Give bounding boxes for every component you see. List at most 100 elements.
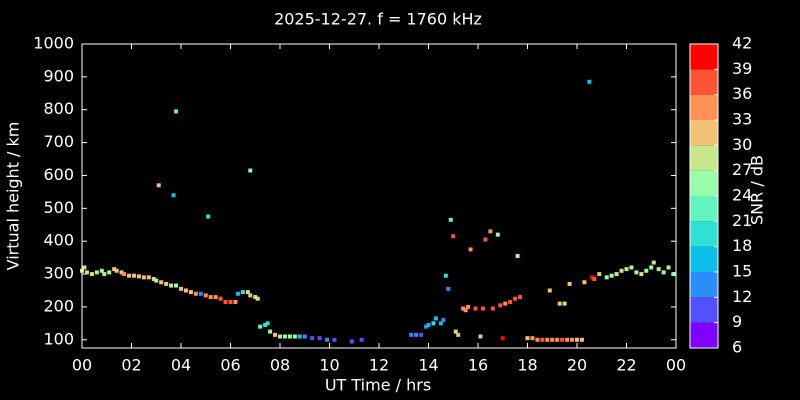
x-axis-label: UT Time / hrs bbox=[325, 376, 431, 395]
y-tick-label: 200 bbox=[43, 296, 74, 315]
point bbox=[480, 306, 485, 311]
point bbox=[119, 270, 124, 275]
point bbox=[99, 268, 104, 273]
point bbox=[443, 273, 448, 278]
point bbox=[268, 329, 273, 334]
y-tick-label: 500 bbox=[43, 198, 74, 217]
point bbox=[535, 337, 540, 342]
point bbox=[597, 272, 602, 277]
y-tick-label: 600 bbox=[43, 165, 74, 184]
point bbox=[228, 299, 233, 304]
point bbox=[604, 275, 609, 280]
point bbox=[82, 265, 87, 270]
point bbox=[570, 337, 575, 342]
point bbox=[508, 299, 513, 304]
colorbar-segment bbox=[690, 272, 718, 298]
point bbox=[483, 237, 488, 242]
point bbox=[193, 291, 198, 296]
point bbox=[557, 301, 562, 306]
point bbox=[154, 278, 159, 283]
point bbox=[431, 321, 436, 326]
point bbox=[156, 183, 161, 188]
point bbox=[127, 273, 132, 278]
point bbox=[203, 293, 208, 298]
point bbox=[409, 332, 414, 337]
point bbox=[107, 270, 112, 275]
point bbox=[122, 272, 127, 277]
plot-frame bbox=[81, 43, 677, 349]
point bbox=[614, 272, 619, 277]
colorbar-tick-label: 15 bbox=[732, 262, 752, 281]
point bbox=[248, 168, 253, 173]
point bbox=[84, 270, 89, 275]
point bbox=[282, 334, 287, 339]
x-tick-label: 16 bbox=[468, 356, 488, 375]
point bbox=[446, 286, 451, 291]
point bbox=[525, 336, 530, 341]
point bbox=[503, 301, 508, 306]
point bbox=[456, 332, 461, 337]
point bbox=[488, 229, 493, 234]
point bbox=[94, 270, 99, 275]
point bbox=[545, 337, 550, 342]
point bbox=[448, 217, 453, 222]
point bbox=[651, 260, 656, 265]
colorbar-tick-label: 12 bbox=[732, 287, 752, 306]
point bbox=[441, 318, 446, 323]
y-axis-label: Virtual height / km bbox=[4, 122, 23, 271]
chart-title: 2025-12-27. f = 1760 kHz bbox=[274, 10, 482, 29]
point bbox=[297, 334, 302, 339]
point bbox=[179, 286, 183, 291]
point bbox=[461, 306, 466, 311]
point bbox=[619, 268, 624, 273]
point bbox=[666, 265, 671, 270]
colorbar-segment bbox=[690, 196, 718, 222]
point bbox=[518, 295, 523, 300]
point bbox=[114, 268, 119, 273]
point bbox=[292, 334, 297, 339]
colorbar-tick-label: 36 bbox=[732, 84, 752, 103]
colorbar-tick-label: 42 bbox=[732, 34, 752, 53]
colorbar-segment bbox=[690, 297, 718, 323]
point bbox=[500, 336, 505, 341]
point bbox=[582, 280, 587, 285]
point bbox=[218, 296, 223, 301]
colorbar-segment bbox=[690, 69, 718, 95]
point bbox=[208, 295, 213, 300]
point bbox=[235, 291, 240, 296]
point bbox=[609, 273, 614, 278]
point bbox=[112, 267, 117, 272]
point bbox=[562, 301, 567, 306]
point bbox=[661, 270, 666, 275]
x-tick-label: 18 bbox=[517, 356, 537, 375]
point bbox=[453, 329, 458, 334]
point bbox=[498, 303, 503, 308]
colorbar-tick-label: 27 bbox=[732, 160, 752, 179]
point bbox=[560, 337, 565, 342]
point bbox=[629, 265, 634, 270]
point bbox=[310, 336, 315, 341]
point bbox=[649, 265, 654, 270]
point bbox=[466, 304, 471, 309]
y-tick-label: 800 bbox=[43, 99, 74, 118]
x-tick-label: 06 bbox=[220, 356, 240, 375]
point bbox=[513, 296, 518, 301]
colorbar-segment bbox=[690, 145, 718, 171]
colorbar-segment bbox=[690, 322, 718, 348]
point bbox=[263, 322, 268, 327]
point bbox=[245, 290, 250, 295]
y-tick-label: 1000 bbox=[33, 34, 74, 53]
point bbox=[248, 293, 253, 298]
colorbar-segment bbox=[690, 246, 718, 272]
y-tick-label: 100 bbox=[43, 329, 74, 348]
colorbar-tick-label: 33 bbox=[732, 110, 752, 129]
point bbox=[206, 214, 211, 219]
point bbox=[587, 79, 592, 84]
point bbox=[426, 322, 431, 327]
x-tick-label: 00 bbox=[72, 356, 92, 375]
colorbar-tick-label: 21 bbox=[732, 211, 752, 230]
x-tick-label: 22 bbox=[616, 356, 636, 375]
point bbox=[131, 273, 136, 278]
point bbox=[258, 324, 263, 329]
point bbox=[223, 299, 228, 304]
